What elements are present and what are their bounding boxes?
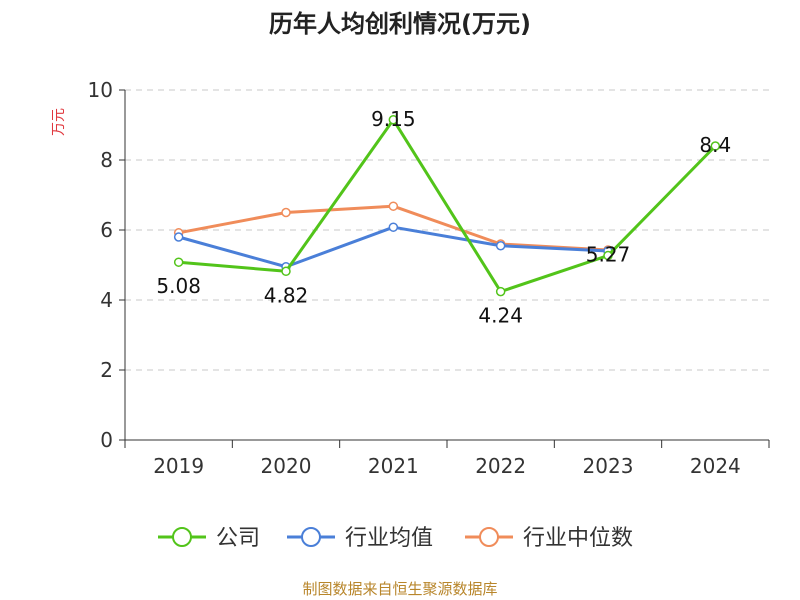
series-line xyxy=(177,118,717,294)
x-tick-label: 2022 xyxy=(475,454,526,478)
axes: 0 2 4 6 8 10 2019 2020 2021 2022 2023 2024 xyxy=(88,78,770,478)
data-point xyxy=(603,250,613,261)
y-tick-label: 10 xyxy=(88,78,113,102)
source-note: 制图数据来自恒生聚源数据库 xyxy=(302,580,497,598)
y-tick-label: 0 xyxy=(100,428,113,452)
x-tick-label: 2021 xyxy=(368,454,419,478)
y-axis-label: 万元 xyxy=(51,108,67,136)
y-tick-label: 8 xyxy=(100,148,113,172)
legend-swatch-marker xyxy=(479,527,499,547)
legend-label: 公司 xyxy=(216,526,260,551)
x-tick-label: 2024 xyxy=(690,454,741,478)
data-point xyxy=(281,207,291,218)
y-tick-label: 4 xyxy=(100,288,113,312)
data-point xyxy=(388,115,399,125)
x-tick-label: 2020 xyxy=(261,454,312,478)
data-point xyxy=(495,241,506,251)
series-line xyxy=(177,225,610,269)
data-label: 5.27 xyxy=(586,243,631,267)
legend-item[interactable]: 行业均值 xyxy=(287,526,433,551)
chart-title: 历年人均创利情况(万元) xyxy=(269,10,531,38)
y-tick-label: 6 xyxy=(100,218,113,242)
data-point xyxy=(388,222,399,232)
legend-label: 行业均值 xyxy=(345,526,433,551)
legend: 公司 行业均值 行业中位数 xyxy=(158,526,633,551)
legend-swatch-marker xyxy=(301,527,321,547)
legend-item[interactable]: 公司 xyxy=(158,526,260,551)
data-label: 4.82 xyxy=(264,283,309,307)
data-label: 4.24 xyxy=(478,304,523,328)
x-tick-label: 2023 xyxy=(583,454,634,478)
x-tick-label: 2019 xyxy=(153,454,204,478)
data-label: 9.15 xyxy=(371,107,416,131)
legend-label: 行业中位数 xyxy=(523,526,633,551)
data-labels: 5.08 4.82 9.15 4.24 5.27 8.4 xyxy=(156,107,731,328)
y-tick-label: 2 xyxy=(100,358,113,382)
legend-item[interactable]: 行业中位数 xyxy=(465,526,633,551)
data-point xyxy=(173,257,184,267)
data-point xyxy=(173,232,184,242)
series-layer xyxy=(173,115,721,297)
data-label: 5.08 xyxy=(156,274,201,298)
data-point xyxy=(388,201,399,211)
data-point xyxy=(281,266,291,277)
grid-lines xyxy=(125,89,769,371)
data-point xyxy=(495,286,506,297)
data-label: 8.4 xyxy=(699,133,731,157)
legend-swatch-marker xyxy=(172,527,192,547)
data-point xyxy=(710,141,721,151)
